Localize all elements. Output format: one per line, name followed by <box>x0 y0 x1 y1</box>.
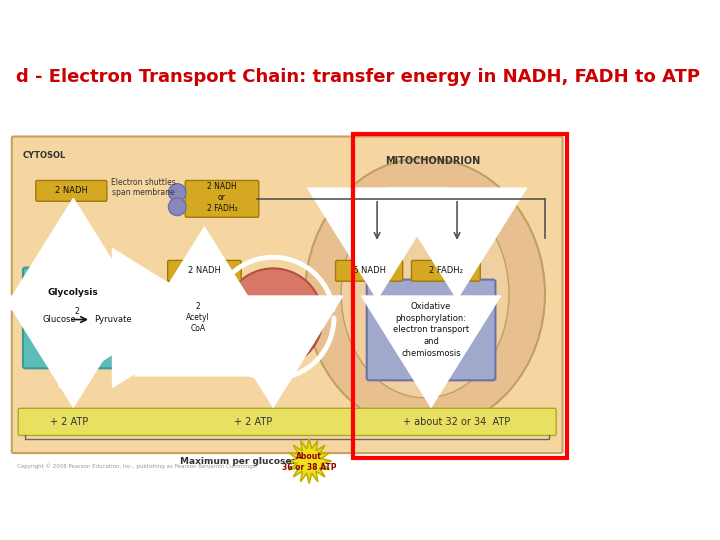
Ellipse shape <box>305 158 545 430</box>
FancyBboxPatch shape <box>411 260 480 281</box>
Circle shape <box>168 184 186 201</box>
Text: Maximum per glucose:: Maximum per glucose: <box>180 457 294 467</box>
Text: Citric
acid
cycle: Citric acid cycle <box>258 300 288 336</box>
FancyBboxPatch shape <box>336 260 402 281</box>
FancyBboxPatch shape <box>185 180 258 217</box>
Text: About
36 or 38 ATP: About 36 or 38 ATP <box>282 452 336 471</box>
Circle shape <box>168 198 186 215</box>
Text: 2 NADH
or
2 FADH₂: 2 NADH or 2 FADH₂ <box>207 181 238 213</box>
Text: + 2 ATP: + 2 ATP <box>50 417 89 427</box>
Text: 6 NADH: 6 NADH <box>353 266 386 275</box>
Text: Glucose: Glucose <box>43 315 76 324</box>
Text: d - Electron Transport Chain: transfer energy in NADH, FADH to ATP: d - Electron Transport Chain: transfer e… <box>16 68 700 85</box>
FancyBboxPatch shape <box>23 268 124 368</box>
Text: Pyruvate: Pyruvate <box>94 315 132 324</box>
Text: 2: 2 <box>74 307 79 316</box>
Circle shape <box>224 268 323 368</box>
Text: 2
Acetyl
CoA: 2 Acetyl CoA <box>186 301 210 333</box>
Text: Copyright © 2008 Pearson Education, Inc., publishing as Pearson Benjamin Cumming: Copyright © 2008 Pearson Education, Inc.… <box>17 463 258 469</box>
Text: + about 32 or 34  ATP: + about 32 or 34 ATP <box>403 417 510 427</box>
Bar <box>353 134 567 458</box>
Text: MITOCHONDRION: MITOCHONDRION <box>385 156 481 166</box>
Text: CYTOSOL: CYTOSOL <box>23 151 66 160</box>
FancyBboxPatch shape <box>168 260 241 281</box>
Text: 2 NADH: 2 NADH <box>55 186 88 195</box>
FancyBboxPatch shape <box>366 280 495 380</box>
FancyBboxPatch shape <box>18 408 556 435</box>
Text: Oxidative
phosphorylation:
electron transport
and
chemiosmosis: Oxidative phosphorylation: electron tran… <box>393 302 469 358</box>
Text: 2 NADH: 2 NADH <box>188 266 221 275</box>
FancyBboxPatch shape <box>12 137 562 453</box>
Polygon shape <box>290 442 328 480</box>
FancyBboxPatch shape <box>171 288 225 346</box>
Text: + 2 ATP: + 2 ATP <box>234 417 272 427</box>
Text: Electron shuttles
span membrane: Electron shuttles span membrane <box>112 178 176 198</box>
FancyBboxPatch shape <box>36 180 107 201</box>
Polygon shape <box>287 438 331 483</box>
Text: Glycolysis: Glycolysis <box>48 288 99 297</box>
Text: 2 FADH₂: 2 FADH₂ <box>429 266 463 275</box>
Ellipse shape <box>341 190 509 398</box>
